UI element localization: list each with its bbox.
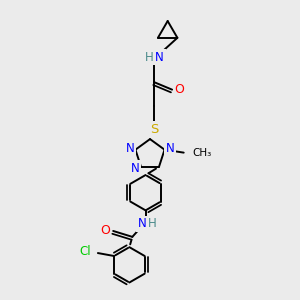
Text: H: H (145, 51, 154, 64)
Text: N: N (138, 217, 146, 230)
Text: CH₃: CH₃ (193, 148, 212, 158)
Text: S: S (150, 123, 159, 136)
Text: O: O (100, 224, 110, 238)
Text: H: H (148, 217, 156, 230)
Text: O: O (175, 83, 184, 96)
Text: Cl: Cl (79, 245, 91, 258)
Text: N: N (126, 142, 134, 155)
Text: N: N (155, 51, 164, 64)
Text: N: N (131, 162, 140, 175)
Text: N: N (166, 142, 174, 155)
